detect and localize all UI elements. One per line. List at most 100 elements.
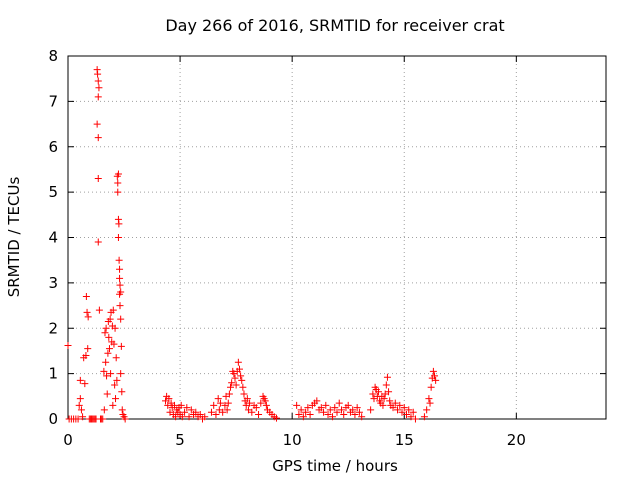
data-point: [335, 399, 343, 407]
data-point: [207, 408, 215, 416]
data-point: [105, 333, 113, 341]
grid: [68, 56, 606, 419]
x-tick-label: 10: [283, 431, 302, 449]
data-point: [105, 345, 113, 353]
data-point: [231, 374, 239, 382]
data-point: [322, 401, 330, 409]
data-point: [398, 408, 406, 416]
data-point: [83, 308, 91, 316]
data-point: [216, 399, 224, 407]
data-point: [181, 408, 189, 416]
data-point: [391, 399, 399, 407]
data-point: [103, 390, 111, 398]
data-point: [112, 354, 120, 362]
data-point: [104, 349, 112, 357]
data-point: [99, 415, 107, 423]
data-point: [94, 134, 102, 142]
data-series: [64, 66, 440, 423]
data-point: [237, 372, 245, 380]
data-point: [110, 340, 118, 348]
data-point: [95, 84, 103, 92]
data-point: [100, 406, 108, 414]
data-point: [423, 406, 431, 414]
y-tick-label: 5: [48, 183, 58, 201]
y-tick-label: 1: [48, 365, 58, 383]
data-point: [252, 404, 260, 412]
data-point: [261, 397, 269, 405]
data-point: [223, 406, 231, 414]
data-point: [293, 401, 301, 409]
data-point: [272, 414, 280, 422]
data-point: [94, 77, 102, 85]
data-point: [337, 406, 345, 414]
data-point: [257, 399, 265, 407]
data-point: [326, 406, 334, 414]
data-point: [82, 292, 90, 300]
x-tick-label: 20: [507, 431, 526, 449]
data-point: [239, 383, 247, 391]
data-point: [389, 404, 397, 412]
data-point: [192, 408, 200, 416]
data-point: [394, 406, 402, 414]
data-point: [240, 390, 248, 398]
x-tick-label: 5: [175, 431, 185, 449]
data-point: [111, 324, 119, 332]
data-point: [75, 401, 83, 409]
y-tick-label: 8: [48, 47, 58, 65]
data-point: [400, 404, 408, 412]
data-point: [246, 399, 254, 407]
y-tick-label: 2: [48, 319, 58, 337]
data-point: [94, 238, 102, 246]
data-point: [185, 413, 193, 421]
y-tick-label: 0: [48, 410, 58, 428]
data-point: [172, 413, 180, 421]
data-point: [212, 410, 220, 418]
data-point: [313, 397, 321, 405]
data-point: [102, 358, 110, 366]
data-point: [113, 376, 121, 384]
x-tick-label: 15: [395, 431, 414, 449]
data-point: [115, 220, 123, 228]
data-point: [255, 410, 263, 418]
data-point: [111, 381, 119, 389]
data-point: [405, 406, 413, 414]
data-point: [114, 170, 122, 178]
data-point: [82, 351, 90, 359]
data-point: [234, 358, 242, 366]
data-point: [427, 383, 435, 391]
data-point: [383, 373, 391, 381]
data-point: [228, 379, 236, 387]
data-point: [331, 404, 339, 412]
data-point: [432, 376, 440, 384]
data-point: [118, 388, 126, 396]
x-axis-label: GPS time / hours: [272, 457, 398, 475]
data-point: [349, 406, 357, 414]
data-point: [248, 408, 256, 416]
data-point: [324, 410, 332, 418]
data-point: [355, 408, 363, 416]
data-point: [93, 120, 101, 128]
data-point: [320, 408, 328, 416]
data-point: [81, 380, 89, 388]
data-point: [420, 413, 428, 421]
data-point: [304, 404, 312, 412]
data-point: [225, 390, 233, 398]
data-point: [425, 395, 433, 403]
data-point: [227, 383, 235, 391]
data-point: [76, 376, 84, 384]
data-point: [116, 265, 124, 273]
data-point: [329, 413, 337, 421]
data-point: [114, 188, 122, 196]
data-point: [116, 281, 124, 289]
x-tick-label: 0: [63, 431, 73, 449]
data-point: [402, 410, 410, 418]
data-point: [351, 410, 359, 418]
axis-ticks: 0 1 2 3 4 5 6 7 8 0 5 10 15 20: [48, 47, 606, 449]
data-point: [353, 404, 361, 412]
data-point: [374, 388, 382, 396]
data-point: [232, 381, 240, 389]
data-point: [297, 406, 305, 414]
data-point: [94, 93, 102, 101]
data-point: [116, 302, 124, 310]
